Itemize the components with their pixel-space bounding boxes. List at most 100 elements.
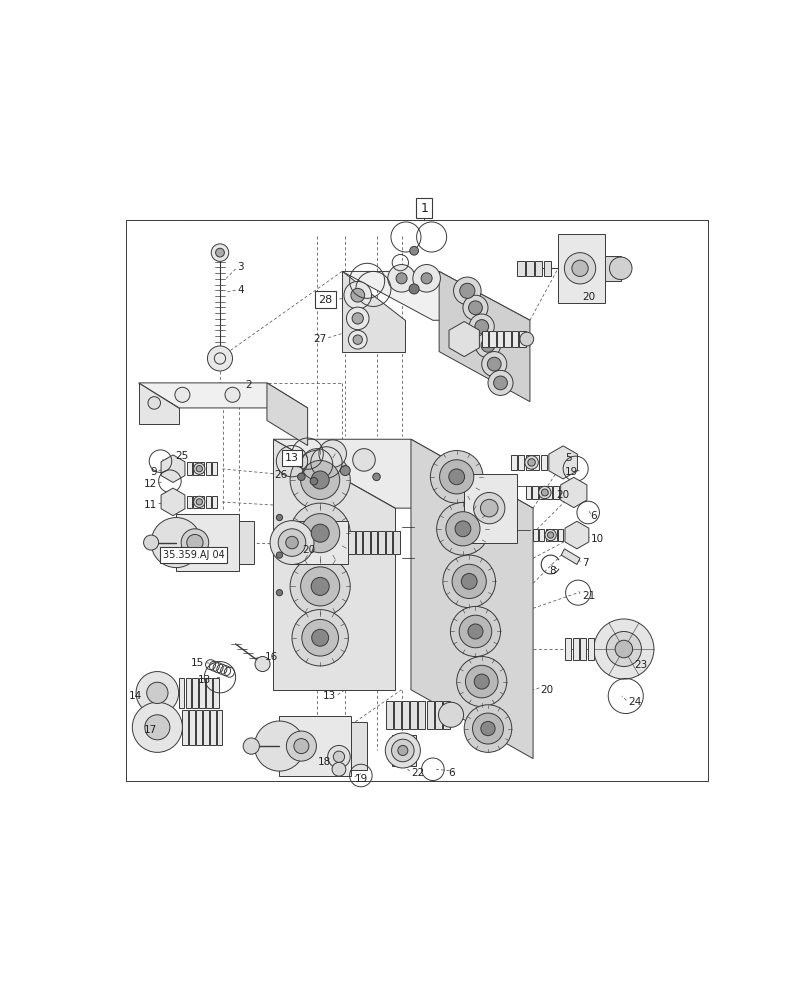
Polygon shape — [183, 710, 188, 745]
Circle shape — [319, 440, 347, 467]
Text: 14: 14 — [128, 691, 141, 701]
Circle shape — [443, 555, 495, 608]
Circle shape — [352, 313, 364, 324]
Circle shape — [461, 574, 477, 589]
Polygon shape — [179, 678, 184, 708]
Polygon shape — [544, 261, 551, 276]
Text: 6: 6 — [448, 768, 455, 778]
Text: 8: 8 — [549, 566, 556, 576]
Circle shape — [439, 702, 464, 727]
Polygon shape — [292, 521, 348, 564]
Circle shape — [311, 524, 329, 542]
Polygon shape — [342, 271, 405, 352]
Polygon shape — [565, 638, 571, 660]
Text: 20: 20 — [582, 292, 595, 302]
Circle shape — [278, 529, 305, 556]
Circle shape — [340, 466, 350, 476]
Polygon shape — [520, 331, 525, 347]
Text: 27: 27 — [314, 334, 326, 344]
Circle shape — [145, 715, 170, 740]
Polygon shape — [378, 531, 385, 554]
Text: 1: 1 — [420, 202, 428, 215]
Polygon shape — [435, 701, 442, 729]
Polygon shape — [206, 678, 212, 708]
Polygon shape — [517, 261, 525, 276]
Circle shape — [181, 529, 208, 556]
Circle shape — [208, 346, 233, 371]
Circle shape — [312, 629, 329, 646]
Circle shape — [410, 246, 419, 255]
Circle shape — [594, 619, 654, 679]
Text: 6: 6 — [591, 511, 597, 521]
Circle shape — [276, 552, 283, 558]
Circle shape — [473, 713, 503, 744]
Circle shape — [332, 762, 346, 776]
Polygon shape — [342, 271, 530, 320]
Circle shape — [525, 456, 538, 469]
Circle shape — [440, 460, 473, 494]
Polygon shape — [605, 256, 621, 281]
Text: 23: 23 — [634, 660, 648, 670]
Circle shape — [133, 702, 183, 752]
Circle shape — [475, 320, 489, 333]
Polygon shape — [193, 496, 198, 508]
Polygon shape — [200, 496, 204, 508]
Circle shape — [539, 486, 551, 499]
Polygon shape — [212, 462, 217, 475]
Polygon shape — [364, 531, 369, 554]
Circle shape — [413, 265, 440, 292]
Polygon shape — [525, 455, 532, 470]
Polygon shape — [213, 678, 219, 708]
Circle shape — [545, 529, 556, 541]
Text: 7: 7 — [582, 558, 588, 568]
Polygon shape — [187, 462, 191, 475]
Circle shape — [270, 521, 314, 564]
Polygon shape — [443, 701, 450, 729]
Text: 5: 5 — [566, 453, 572, 463]
Circle shape — [450, 606, 500, 657]
Polygon shape — [532, 486, 538, 499]
Circle shape — [448, 469, 465, 485]
Polygon shape — [394, 701, 401, 729]
Circle shape — [459, 615, 492, 648]
Polygon shape — [580, 638, 587, 660]
Circle shape — [301, 460, 339, 499]
Circle shape — [475, 333, 500, 358]
Text: 9: 9 — [151, 467, 158, 477]
Circle shape — [187, 534, 203, 551]
Circle shape — [147, 682, 168, 704]
Text: 20: 20 — [541, 685, 553, 695]
Text: 15: 15 — [191, 658, 204, 668]
Text: 13: 13 — [285, 453, 299, 463]
Polygon shape — [161, 455, 185, 482]
Polygon shape — [205, 462, 211, 475]
Polygon shape — [186, 678, 191, 708]
Circle shape — [473, 492, 505, 524]
Polygon shape — [419, 701, 425, 729]
Polygon shape — [562, 549, 580, 564]
Circle shape — [148, 397, 161, 409]
Polygon shape — [565, 521, 589, 549]
Polygon shape — [200, 678, 205, 708]
Circle shape — [452, 564, 486, 598]
Polygon shape — [210, 710, 216, 745]
Polygon shape — [449, 322, 479, 357]
Circle shape — [211, 244, 229, 261]
Circle shape — [194, 496, 205, 508]
Polygon shape — [203, 710, 208, 745]
Polygon shape — [464, 474, 517, 543]
Circle shape — [520, 332, 534, 346]
Circle shape — [446, 512, 480, 546]
Circle shape — [301, 567, 339, 606]
Circle shape — [372, 473, 381, 481]
Circle shape — [302, 619, 339, 656]
Circle shape — [474, 674, 490, 689]
Circle shape — [301, 514, 339, 553]
Circle shape — [488, 370, 513, 395]
Polygon shape — [549, 446, 578, 479]
Polygon shape — [371, 531, 377, 554]
Polygon shape — [558, 529, 563, 541]
Polygon shape — [533, 455, 539, 470]
Text: 11: 11 — [144, 500, 158, 510]
Polygon shape — [410, 701, 417, 729]
